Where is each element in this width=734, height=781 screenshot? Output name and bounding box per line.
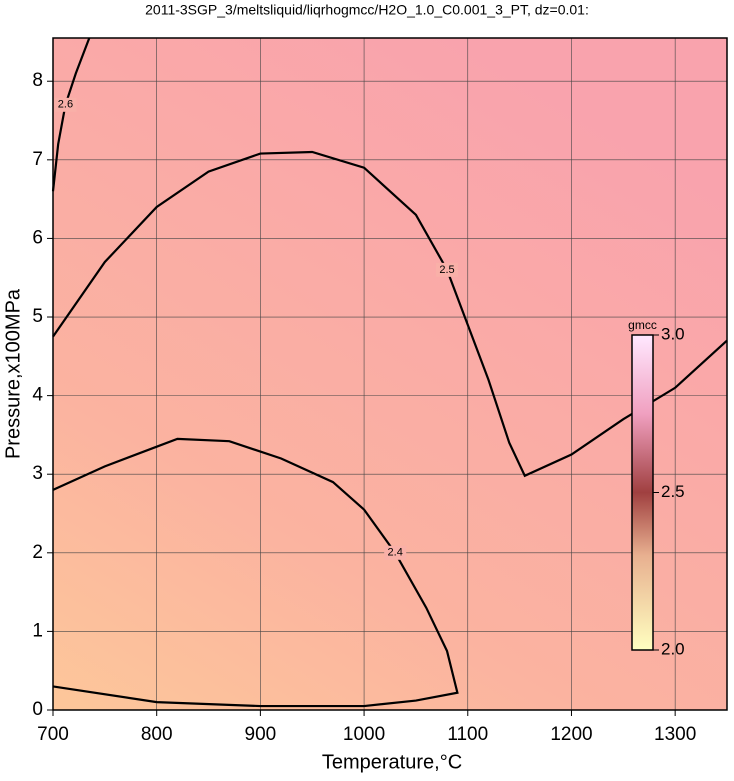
y-axis-label: Pressure,x100MPa	[2, 288, 24, 459]
plot-background	[53, 38, 727, 710]
contour-label-bg	[436, 262, 459, 277]
x-tick-label: 900	[245, 724, 277, 745]
y-tick-label: 5	[32, 306, 43, 327]
contour-label: 2.4	[388, 547, 403, 559]
contour-label-bg	[54, 97, 77, 112]
x-tick-label: 1300	[654, 724, 696, 745]
y-tick-label: 3	[32, 463, 43, 484]
y-tick-label: 2	[32, 542, 43, 563]
x-axis-label: Temperature,°C	[322, 751, 462, 773]
x-tick-label: 800	[141, 724, 173, 745]
y-tick-label: 0	[32, 699, 43, 720]
colorbar	[631, 334, 654, 651]
y-tick-label: 8	[32, 70, 43, 91]
y-tick-label: 7	[32, 149, 43, 170]
contour-label: 2.6	[58, 99, 73, 111]
colorbar-tick-label: 2.5	[661, 482, 685, 501]
plot-frame	[52, 37, 728, 711]
colorbar-tick-label: 3.0	[661, 324, 685, 343]
contour-label: 2.5	[439, 264, 454, 276]
y-tick-label: 6	[32, 227, 43, 248]
x-tick-label: 1000	[343, 724, 385, 745]
colorbar-tick-label: 2.0	[661, 639, 685, 658]
y-tick-label: 4	[32, 385, 43, 406]
chart-title: 2011-3SGP_3/meltsliquid/liqrhogmcc/H2O_1…	[145, 2, 589, 18]
y-tick-label: 1	[32, 620, 43, 641]
x-tick-label: 1100	[447, 724, 488, 745]
x-tick-label: 700	[37, 724, 69, 745]
x-tick-label: 1200	[550, 724, 592, 745]
colorbar-label: gmcc	[628, 318, 657, 332]
contour-label-bg	[384, 545, 407, 560]
